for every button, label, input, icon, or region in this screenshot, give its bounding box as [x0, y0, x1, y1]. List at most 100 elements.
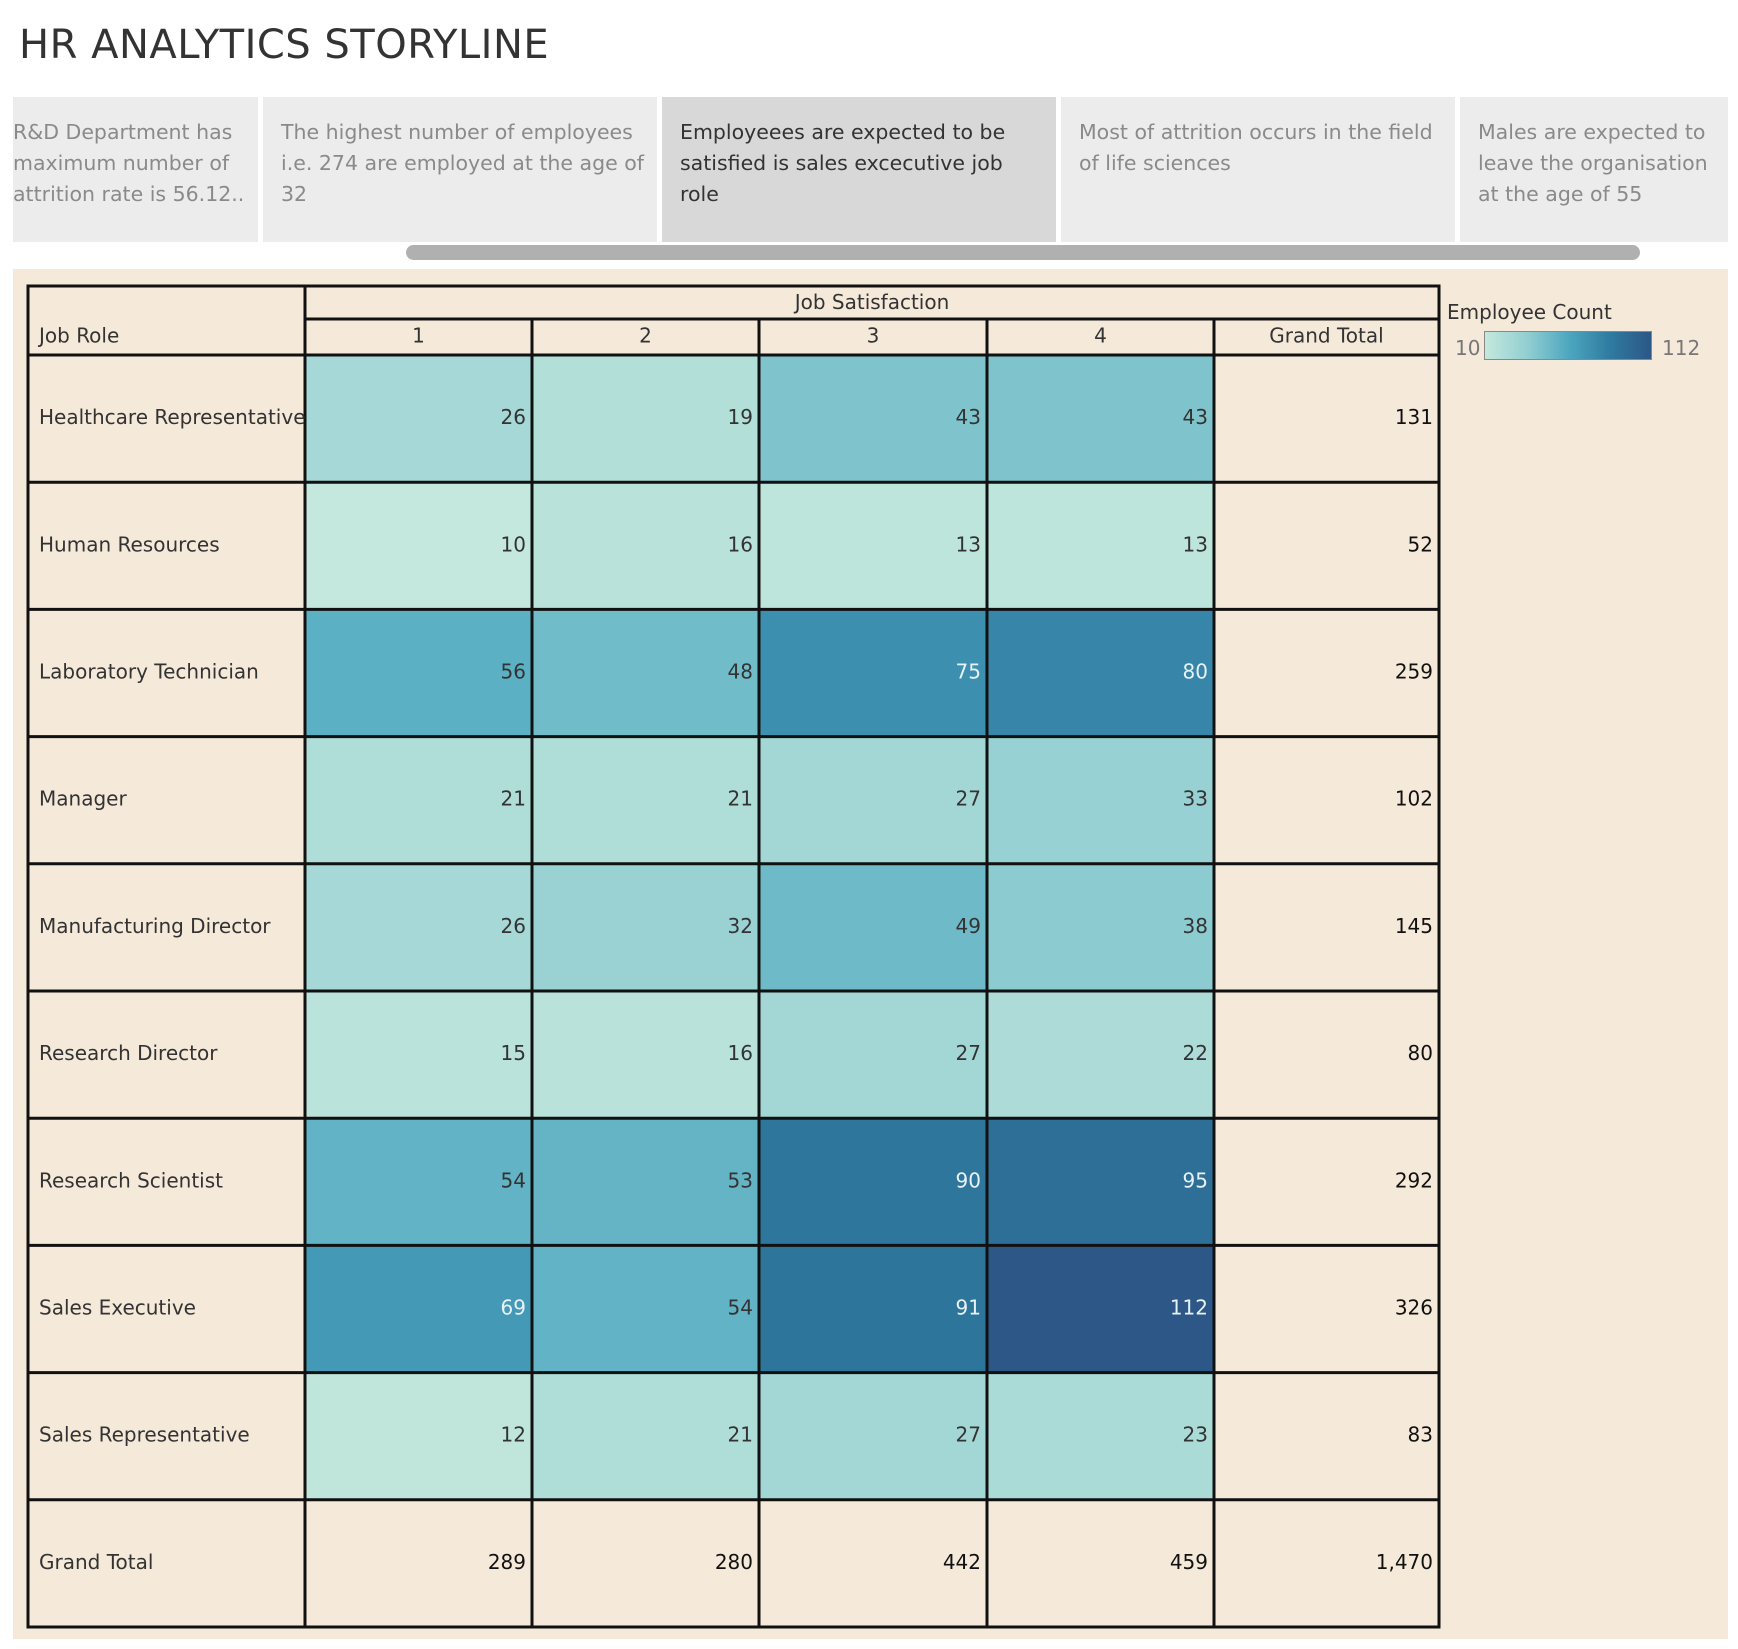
row-total-label: 131: [1395, 405, 1433, 429]
cell-value-label: 53: [728, 1168, 753, 1192]
row-total-label: 102: [1395, 787, 1433, 811]
story-point-3-text: Employeees are expected to be satisfied …: [680, 120, 1006, 206]
heatmap-cell: [305, 863, 532, 991]
heatmap-cell: [759, 355, 987, 483]
row-label: Sales Executive: [39, 1296, 196, 1320]
cell-value-label: 16: [728, 1041, 753, 1065]
heatmap-cell: [532, 991, 759, 1119]
row-total-label: 52: [1408, 532, 1433, 556]
story-point-1-text: R&D Department has maximum number of att…: [13, 120, 245, 206]
heatmap-cell: [759, 1245, 987, 1373]
cell-value-label: 43: [1183, 405, 1208, 429]
heatmap-cell: [532, 736, 759, 864]
heatmap-cell: [532, 863, 759, 991]
heatmap-cell: [759, 1118, 987, 1246]
cell-value-label: 75: [956, 660, 981, 684]
heatmap-cell: [987, 355, 1214, 483]
column-group-header: Job Satisfaction: [793, 290, 950, 314]
legend-min-label: 10: [1455, 336, 1481, 360]
story-point-4[interactable]: Most of attrition occurs in the field of…: [1061, 97, 1455, 242]
heatmap-cell: [987, 609, 1214, 737]
heatmap-cell: [305, 482, 532, 610]
story-navigator: R&D Department has maximum number of att…: [13, 97, 1728, 242]
cell-value-label: 21: [501, 787, 526, 811]
row-label: Laboratory Technician: [39, 660, 259, 684]
row-total-label: 259: [1395, 660, 1433, 684]
dashboard-title: HR ANALYTICS STORYLINE: [19, 22, 550, 68]
heatmap-cell: [759, 1372, 987, 1500]
cell-value-label: 91: [956, 1296, 981, 1320]
heatmap-cell: [759, 863, 987, 991]
cell-value-label: 112: [1170, 1296, 1208, 1320]
story-point-5-text: Males are expected to leave the organisa…: [1478, 120, 1708, 206]
cell-value-label: 26: [501, 405, 526, 429]
cell-value-label: 69: [501, 1296, 526, 1320]
story-point-1[interactable]: R&D Department has maximum number of att…: [13, 97, 258, 242]
cell-value-label: 32: [728, 914, 753, 938]
grand-total-column-header: Grand Total: [1269, 324, 1383, 348]
table-border: [26, 284, 1441, 1629]
heatmap-cell: [305, 355, 532, 483]
row-label: Manager: [39, 787, 127, 811]
legend-max-label: 112: [1662, 336, 1701, 360]
row-total-label: 292: [1395, 1168, 1433, 1192]
heatmap-cell: [305, 991, 532, 1119]
story-point-3[interactable]: Employeees are expected to be satisfied …: [662, 97, 1056, 242]
row-label: Manufacturing Director: [39, 914, 271, 938]
cell-value-label: 48: [728, 660, 753, 684]
cell-value-label: 80: [1183, 660, 1208, 684]
row-total-label: 145: [1395, 914, 1433, 938]
row-label: Sales Representative: [39, 1423, 250, 1447]
heatmap-cell: [305, 1245, 532, 1373]
story-point-2[interactable]: The highest number of employees i.e. 274…: [263, 97, 657, 242]
cell-value-label: 21: [728, 1423, 753, 1447]
cell-value-label: 33: [1183, 787, 1208, 811]
cell-value-label: 15: [501, 1041, 526, 1065]
story-point-5[interactable]: Males are expected to leave the organisa…: [1460, 97, 1728, 242]
heatmap-cell: [987, 1245, 1214, 1373]
row-label: Human Resources: [39, 532, 220, 556]
cell-value-label: 38: [1183, 914, 1208, 938]
cell-value-label: 49: [956, 914, 981, 938]
cell-value-label: 54: [501, 1168, 526, 1192]
cell-value-label: 13: [1183, 532, 1208, 556]
heatmap-cell: [532, 1118, 759, 1246]
overall-total-label: 1,470: [1376, 1550, 1433, 1574]
legend-color-ramp: [1484, 331, 1652, 360]
heatmap-cell: [305, 1118, 532, 1246]
column-total-label: 280: [715, 1550, 753, 1574]
row-label: Research Scientist: [39, 1168, 223, 1192]
heatmap-cell: [532, 355, 759, 483]
column-header: 2: [639, 324, 652, 348]
heatmap-cell: [305, 1372, 532, 1500]
cell-value-label: 26: [501, 914, 526, 938]
story-point-4-text: Most of attrition occurs in the field of…: [1079, 120, 1433, 175]
cell-value-label: 43: [956, 405, 981, 429]
cell-value-label: 23: [1183, 1423, 1208, 1447]
heatmap-cell: [987, 1118, 1214, 1246]
heatmap-cell: [759, 482, 987, 610]
cell-value-label: 13: [956, 532, 981, 556]
cell-value-label: 56: [501, 660, 526, 684]
heatmap-cell: [305, 736, 532, 864]
heatmap-cell: [532, 1245, 759, 1373]
heatmap-cell: [759, 609, 987, 737]
cell-value-label: 10: [501, 532, 526, 556]
column-total-label: 459: [1170, 1550, 1208, 1574]
story-scrollbar[interactable]: [406, 245, 1640, 260]
heatmap-cell: [987, 482, 1214, 610]
row-total-label: 80: [1408, 1041, 1433, 1065]
grand-total-row-label: Grand Total: [39, 1550, 153, 1574]
heatmap-cell: [759, 736, 987, 864]
row-total-label: 83: [1408, 1423, 1433, 1447]
story-point-2-text: The highest number of employees i.e. 274…: [281, 120, 645, 206]
legend-title: Employee Count: [1447, 300, 1612, 324]
column-header: 3: [867, 324, 880, 348]
column-header: 1: [412, 324, 425, 348]
heatmap-cell: [532, 482, 759, 610]
cell-value-label: 27: [956, 1423, 981, 1447]
column-total-label: 442: [943, 1550, 981, 1574]
heatmap-cell: [987, 991, 1214, 1119]
column-header: 4: [1094, 324, 1107, 348]
